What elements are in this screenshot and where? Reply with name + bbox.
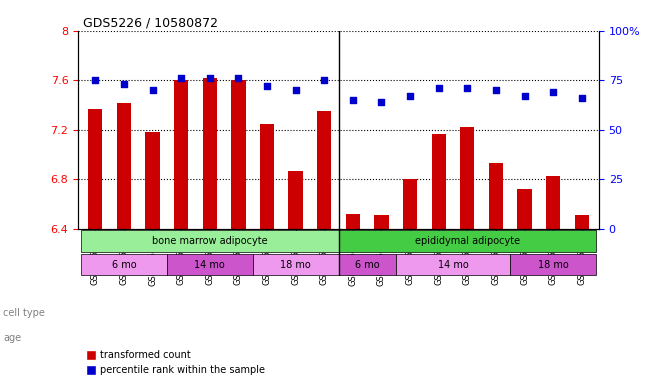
- Text: 18 mo: 18 mo: [538, 260, 568, 270]
- Bar: [403, 179, 417, 229]
- Point: [548, 89, 559, 95]
- Point: [233, 75, 243, 81]
- Point: [434, 85, 444, 91]
- Bar: [202, 78, 217, 229]
- Text: 6 mo: 6 mo: [111, 260, 136, 270]
- Point: [176, 75, 186, 81]
- Bar: [145, 132, 159, 229]
- Bar: [288, 171, 303, 229]
- Point: [462, 85, 473, 91]
- Text: 14 mo: 14 mo: [437, 260, 468, 270]
- Point: [348, 97, 358, 103]
- Point: [262, 83, 272, 89]
- Bar: [317, 111, 331, 229]
- Text: age: age: [3, 333, 21, 343]
- Text: 18 mo: 18 mo: [280, 260, 311, 270]
- Point: [491, 87, 501, 93]
- Legend: transformed count, percentile rank within the sample: transformed count, percentile rank withi…: [83, 346, 268, 379]
- Bar: [546, 175, 561, 229]
- Bar: [518, 189, 532, 229]
- Point: [90, 77, 100, 83]
- Bar: [575, 215, 589, 229]
- Point: [577, 95, 587, 101]
- FancyBboxPatch shape: [81, 254, 167, 275]
- Point: [376, 99, 387, 105]
- Text: 14 mo: 14 mo: [195, 260, 225, 270]
- FancyBboxPatch shape: [81, 230, 339, 252]
- Bar: [346, 214, 360, 229]
- Text: cell type: cell type: [3, 308, 45, 318]
- Point: [204, 75, 215, 81]
- Point: [118, 81, 129, 87]
- Text: bone marrow adipocyte: bone marrow adipocyte: [152, 236, 268, 246]
- Point: [290, 87, 301, 93]
- FancyBboxPatch shape: [510, 254, 596, 275]
- FancyBboxPatch shape: [396, 254, 510, 275]
- Bar: [460, 127, 475, 229]
- Bar: [231, 80, 245, 229]
- FancyBboxPatch shape: [339, 230, 596, 252]
- Bar: [260, 124, 274, 229]
- Point: [405, 93, 415, 99]
- Bar: [174, 80, 188, 229]
- Point: [147, 87, 158, 93]
- Text: 6 mo: 6 mo: [355, 260, 380, 270]
- Point: [519, 93, 530, 99]
- FancyBboxPatch shape: [167, 254, 253, 275]
- Text: GDS5226 / 10580872: GDS5226 / 10580872: [83, 17, 218, 30]
- Bar: [374, 215, 389, 229]
- Bar: [117, 103, 131, 229]
- Bar: [489, 163, 503, 229]
- FancyBboxPatch shape: [253, 254, 339, 275]
- Bar: [88, 109, 102, 229]
- FancyBboxPatch shape: [339, 254, 396, 275]
- Bar: [432, 134, 446, 229]
- Point: [319, 77, 329, 83]
- Text: epididymal adipocyte: epididymal adipocyte: [415, 236, 520, 246]
